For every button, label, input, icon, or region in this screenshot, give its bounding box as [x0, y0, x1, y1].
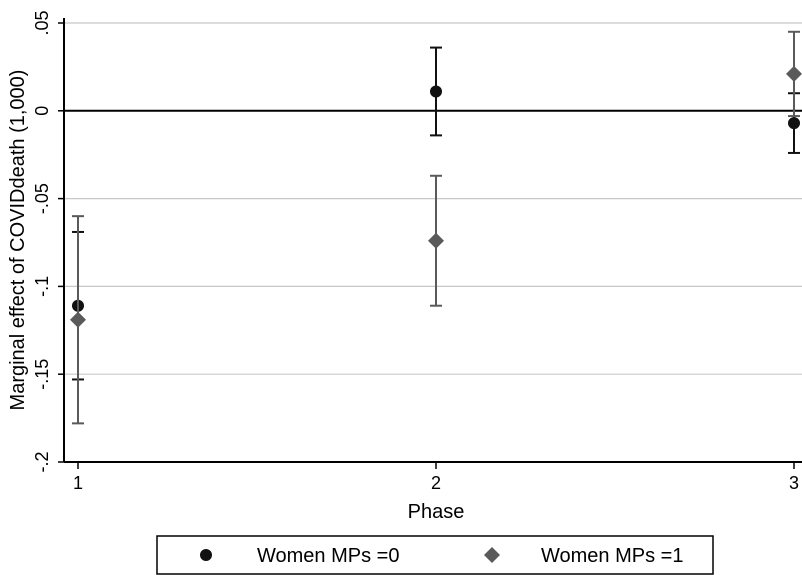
y-axis-label: Marginal effect of COVIDdeath (1,000) [7, 70, 29, 411]
y-tick-label: -.15 [32, 359, 52, 390]
y-tick-label: 0 [32, 106, 52, 116]
x-tick-label: 2 [431, 473, 441, 493]
x-tick-label: 3 [789, 473, 799, 493]
y-tick-label: -.1 [32, 276, 52, 297]
axes [63, 18, 802, 463]
legend-label-women-mps-0: Women MPs =0 [257, 545, 399, 567]
legend-label-women-mps-1: Women MPs =1 [541, 545, 683, 567]
point-women-mps-1 [70, 311, 86, 328]
y-tick-label: -.2 [32, 451, 52, 472]
legend-box [156, 535, 714, 575]
x-axis-label: Phase [408, 501, 465, 523]
point-women-mps-1 [428, 232, 444, 249]
x-axis-ticks: 1 2 3 [73, 462, 799, 493]
series-layer [70, 30, 802, 425]
point-women-mps-0 [788, 117, 800, 130]
legend: Women MPs =0 Women MPs =1 [156, 535, 714, 575]
point-women-mps-0 [430, 85, 442, 98]
y-tick-label: .05 [32, 10, 52, 35]
y-tick-label: -.05 [32, 183, 52, 214]
legend-marker-women-mps-1 [484, 547, 500, 563]
y-axis-ticks: .05 0 -.05 -.1 -.15 -.2 [32, 10, 64, 473]
point-women-mps-1 [786, 65, 802, 82]
x-tick-label: 1 [73, 473, 83, 493]
legend-marker-women-mps-0 [200, 549, 212, 561]
